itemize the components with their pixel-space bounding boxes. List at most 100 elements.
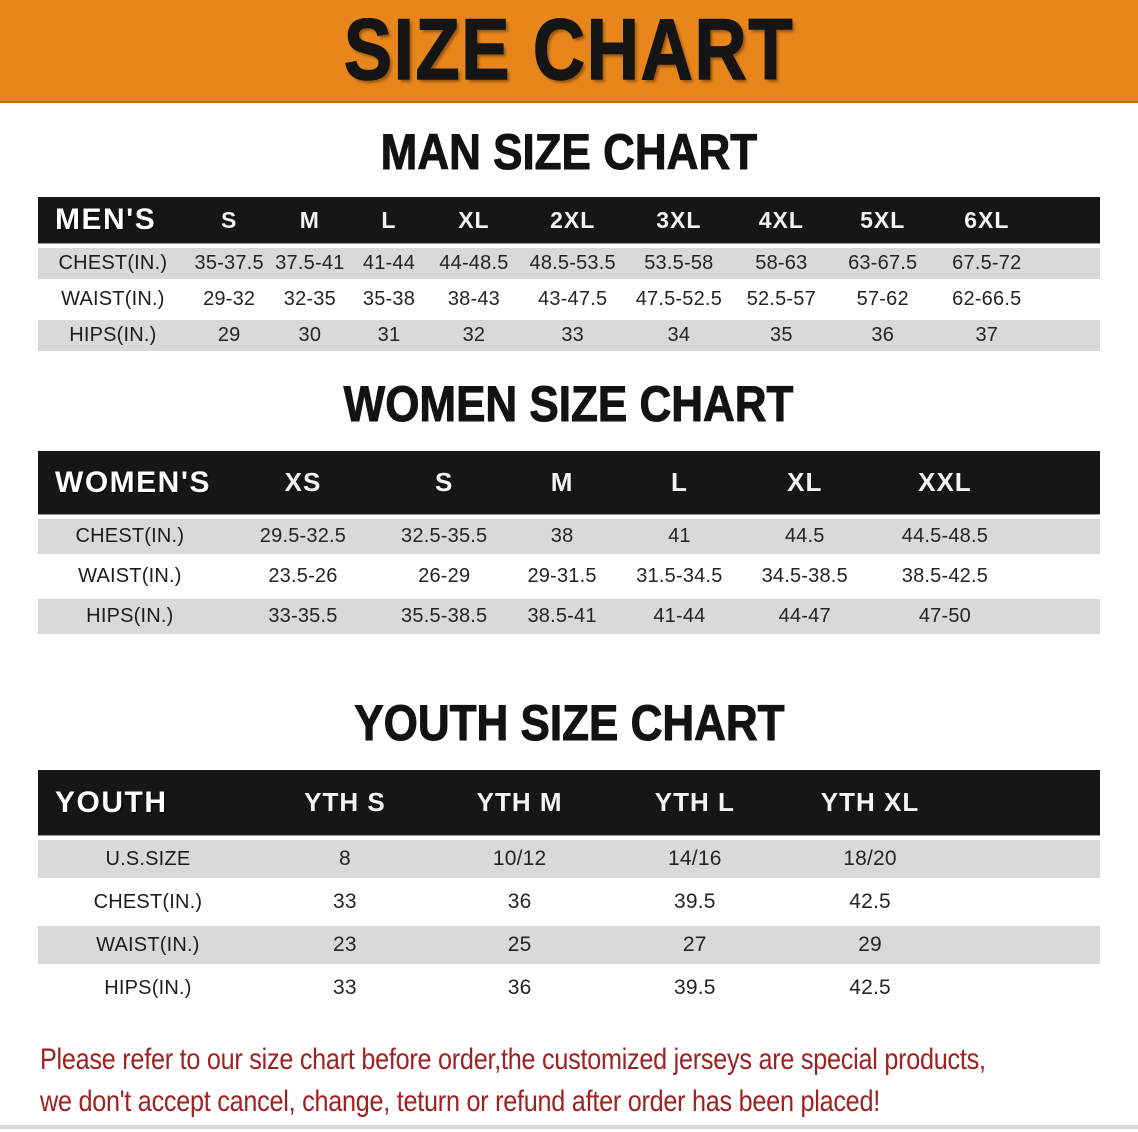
- cell-value: 44-47: [778, 605, 831, 627]
- cell-value: 32.5-35.5: [401, 525, 488, 547]
- row-spacer: [1039, 320, 1100, 351]
- cell-value: 48.5-53.5: [529, 252, 616, 274]
- header-col: XL: [458, 206, 490, 233]
- cell-value: 52.5-57: [746, 288, 816, 310]
- cell-value: 44-48.5: [439, 252, 509, 274]
- row-label: CHEST(IN.): [75, 525, 185, 547]
- table-row: CHEST(IN.) 29.5-32.5 32.5-35.5 38 41 44.5 44.5…: [38, 519, 1100, 554]
- table-row: WAIST(IN.) 23.5-26 26-29 29-31.5 31.5-34.5 34…: [38, 559, 1100, 594]
- row-label: WAIST(IN.): [96, 933, 200, 956]
- section-men: MAN SIZE CHART MEN'S S M L XL 2XL 3XL 4XL 5XL 6XL C…: [0, 127, 1138, 351]
- cell-value: 67.5-72: [952, 252, 1022, 274]
- row-label: U.S.SIZE: [105, 847, 191, 870]
- cell-value: 36: [507, 890, 532, 913]
- cell-value: 44.5-48.5: [901, 525, 989, 547]
- section-title-text: WOMEN SIZE CHART: [344, 376, 795, 432]
- header-col: 4XL: [758, 206, 804, 233]
- row-label: WAIST(IN.): [78, 565, 182, 587]
- header-col: L: [670, 467, 688, 497]
- cell-value: 34: [667, 324, 691, 346]
- row-label: HIPS(IN.): [86, 605, 174, 627]
- size-table-women: WOMEN'S XS S M L XL XXL CHEST(IN.) 29.5-32.5 32.5…: [38, 451, 1100, 634]
- cell-value: 35: [770, 324, 793, 346]
- cell-value: 43-47.5: [538, 288, 608, 310]
- cell-value: 23: [333, 933, 357, 956]
- row-label: CHEST(IN.): [58, 252, 168, 274]
- cell-value: 18/20: [843, 847, 897, 870]
- table-row: WAIST(IN.) 23 25 27 29: [38, 926, 1100, 964]
- header-spacer: [1019, 451, 1100, 514]
- row-spacer: [1039, 284, 1100, 315]
- banner: SIZE CHART: [0, 0, 1138, 103]
- cell-value: 35-38: [362, 288, 416, 310]
- header-col: 5XL: [860, 206, 906, 233]
- table-row: CHEST(IN.) 35-37.5 37.5-41 41-44 44-48.5 48.5…: [38, 248, 1100, 279]
- page-title: SIZE CHART: [343, 1, 795, 99]
- row-spacer: [958, 840, 1100, 878]
- cell-value: 31: [377, 324, 401, 346]
- cell-value: 29.5-32.5: [259, 525, 347, 547]
- cell-value: 41-44: [653, 605, 706, 627]
- cell-value: 29-31.5: [527, 565, 597, 587]
- header-col: 3XL: [656, 206, 702, 233]
- cell-value: 38.5-41: [527, 605, 597, 627]
- section-title-men: MAN SIZE CHART: [0, 127, 1138, 178]
- cell-value: 33: [333, 976, 357, 999]
- cell-value: 53.5-58: [644, 252, 714, 274]
- header-col: S: [220, 206, 238, 233]
- table-row: HIPS(IN.) 29 30 31 32 33 34 35 36 37: [38, 320, 1100, 351]
- cell-value: 23.5-26: [268, 565, 338, 587]
- table-header-youth: YOUTH YTH S YTH M YTH L YTH XL: [38, 770, 1100, 835]
- header-col: M: [299, 206, 320, 233]
- size-table-youth: YOUTH YTH S YTH M YTH L YTH XL U.S.SIZE 8 10/12…: [38, 770, 1100, 1007]
- table-row: WAIST(IN.) 29-32 32-35 35-38 38-43 43-47.5 47.…: [38, 284, 1100, 315]
- header-col: XXL: [918, 467, 972, 497]
- header-col: YTH S: [304, 787, 386, 817]
- cell-value: 44.5: [784, 525, 825, 547]
- cell-value: 25: [507, 933, 532, 956]
- table-row: CHEST(IN.) 33 36 39.5 42.5: [38, 883, 1100, 921]
- footer-notice: Please refer to our size chart before or…: [40, 1039, 1100, 1123]
- header-col: XL: [787, 467, 823, 497]
- header-label-youth: YOUTH: [55, 785, 168, 819]
- cell-value: 29: [858, 933, 882, 956]
- table-row: U.S.SIZE 8 10/12 14/16 18/20: [38, 840, 1100, 878]
- section-title-youth: YOUTH SIZE CHART: [0, 695, 1138, 751]
- cell-value: 38: [550, 525, 574, 547]
- cell-value: 47.5-52.5: [635, 288, 723, 310]
- cell-value: 8: [338, 847, 351, 870]
- row-spacer: [1019, 559, 1100, 594]
- cell-value: 29-32: [203, 288, 256, 310]
- row-spacer: [958, 969, 1100, 1007]
- section-title-women: WOMEN SIZE CHART: [0, 376, 1138, 432]
- cell-value: 63-67.5: [848, 252, 918, 274]
- header-col: XS: [284, 467, 322, 497]
- cell-value: 27: [682, 933, 707, 956]
- section-youth: YOUTH SIZE CHART YOUTH YTH S YTH M YTH L YTH …: [0, 695, 1138, 1007]
- cell-value: 37: [975, 324, 999, 346]
- cell-value: 39.5: [673, 890, 716, 913]
- cell-value: 35.5-38.5: [401, 605, 488, 627]
- row-label: HIPS(IN.): [104, 976, 192, 999]
- row-spacer: [1019, 599, 1100, 634]
- cell-value: 26-29: [418, 565, 471, 587]
- cell-value: 32: [462, 324, 486, 346]
- cell-value: 14/16: [668, 847, 722, 870]
- cell-value: 36: [871, 324, 895, 346]
- header-spacer: [958, 770, 1100, 835]
- content: MAN SIZE CHART MEN'S S M L XL 2XL 3XL 4XL 5XL 6XL C…: [0, 127, 1138, 1123]
- header-col: YTH M: [476, 787, 563, 817]
- cell-value: 32-35: [283, 288, 336, 310]
- cell-value: 58-63: [755, 252, 808, 274]
- section-title-text: YOUTH SIZE CHART: [353, 695, 785, 751]
- cell-value: 38.5-42.5: [901, 565, 989, 587]
- header-col: YTH XL: [820, 787, 920, 817]
- row-spacer: [958, 926, 1100, 964]
- cell-value: 42.5: [849, 976, 891, 999]
- cell-value: 62-66.5: [952, 288, 1022, 310]
- table-header-women: WOMEN'S XS S M L XL XXL: [38, 451, 1100, 514]
- cell-value: 42.5: [849, 890, 891, 913]
- row-label: HIPS(IN.): [69, 324, 157, 346]
- cell-value: 29: [217, 324, 241, 346]
- row-label: WAIST(IN.): [61, 288, 165, 310]
